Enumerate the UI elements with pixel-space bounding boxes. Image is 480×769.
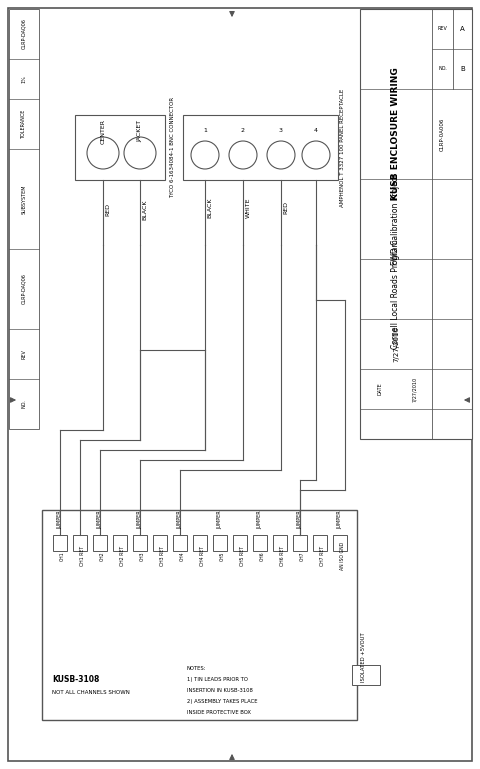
Text: JUMPER: JUMPER: [337, 511, 342, 529]
Bar: [359, 9, 471, 439]
Circle shape: [266, 141, 294, 169]
Text: REV: REV: [22, 349, 26, 359]
Bar: [93, 535, 107, 551]
Text: CH3 RET: CH3 RET: [160, 546, 165, 566]
Text: 3: 3: [278, 128, 282, 134]
Text: CH5: CH5: [219, 551, 225, 561]
Text: CH1 RET: CH1 RET: [80, 546, 85, 566]
Bar: [173, 535, 187, 551]
Text: NO.: NO.: [437, 66, 446, 72]
Bar: [133, 535, 147, 551]
Bar: [192, 535, 206, 551]
Text: 2) ASSEMBLY TAKES PLACE: 2) ASSEMBLY TAKES PLACE: [187, 698, 257, 704]
Bar: [9, 9, 39, 429]
Text: B: B: [459, 66, 464, 72]
Text: CH3: CH3: [140, 551, 144, 561]
Text: CH2: CH2: [100, 551, 105, 561]
Text: BLACK: BLACK: [207, 198, 212, 218]
Text: CH1: CH1: [60, 551, 65, 561]
Circle shape: [124, 137, 156, 169]
Bar: [292, 535, 306, 551]
Text: CH4: CH4: [180, 551, 185, 561]
Text: 1: 1: [203, 128, 206, 134]
Text: WHITE: WHITE: [245, 198, 250, 218]
Text: KUSB-3108: KUSB-3108: [52, 675, 99, 684]
Text: DATE: DATE: [377, 383, 382, 395]
Text: 1%: 1%: [22, 75, 26, 83]
Text: CH4 RET: CH4 RET: [200, 546, 204, 566]
Circle shape: [301, 141, 329, 169]
Text: JUMPER: JUMPER: [97, 511, 102, 529]
Text: 7/27/2010: 7/27/2010: [412, 377, 417, 401]
Circle shape: [228, 141, 256, 169]
Text: CH6: CH6: [260, 551, 264, 561]
Bar: [153, 535, 167, 551]
Bar: [73, 535, 87, 551]
Text: REV: REV: [437, 26, 446, 32]
Text: NOT ALL CHANNELS SHOWN: NOT ALL CHANNELS SHOWN: [52, 690, 130, 694]
Text: ISOLATED +5VOUT: ISOLATED +5VOUT: [360, 632, 365, 682]
Text: BLACK: BLACK: [142, 200, 147, 220]
Bar: [332, 535, 346, 551]
Text: TOLERANCE: TOLERANCE: [22, 109, 26, 138]
Text: 1) TIN LEADS PRIOR TO: 1) TIN LEADS PRIOR TO: [187, 677, 247, 681]
Text: TYCO 6-1634084-1 BNC CONNECTOR: TYCO 6-1634084-1 BNC CONNECTOR: [170, 97, 175, 198]
Bar: [42, 510, 356, 720]
Circle shape: [87, 137, 119, 169]
Text: CH7 RET: CH7 RET: [319, 546, 324, 566]
Bar: [252, 535, 266, 551]
Bar: [213, 535, 227, 551]
Text: KUSB ENCLOSURE WIRING: KUSB ENCLOSURE WIRING: [391, 68, 400, 201]
Bar: [53, 535, 67, 551]
Text: AN ISO GND: AN ISO GND: [339, 542, 344, 570]
Bar: [182, 115, 337, 180]
Text: A: A: [459, 26, 464, 32]
Text: CH7: CH7: [300, 551, 304, 561]
Text: JUMPER: JUMPER: [58, 511, 62, 529]
Text: INSERTION IN KUSB-3108: INSERTION IN KUSB-3108: [187, 687, 252, 693]
Text: 4: 4: [313, 128, 317, 134]
Text: FWD Calibration Project: FWD Calibration Project: [391, 174, 400, 265]
Text: CH6 RET: CH6 RET: [279, 546, 285, 566]
Text: CENTER: CENTER: [100, 118, 105, 144]
Text: AMPHENOL T 3327 100 PANEL RECEPTACLE: AMPHENOL T 3327 100 PANEL RECEPTACLE: [340, 88, 345, 207]
Bar: [232, 535, 247, 551]
Bar: [113, 535, 127, 551]
Text: CLRP-0A006: CLRP-0A006: [439, 118, 444, 151]
Text: JACKET: JACKET: [137, 120, 142, 142]
Text: JUMPER: JUMPER: [257, 511, 262, 529]
Text: CLRP-DAQ06: CLRP-DAQ06: [22, 18, 26, 49]
Bar: [75, 115, 165, 180]
Text: JUMPER: JUMPER: [137, 511, 142, 529]
Text: CH2 RET: CH2 RET: [120, 546, 125, 566]
Text: JUMPER: JUMPER: [217, 511, 222, 529]
Text: JUMPER: JUMPER: [177, 511, 182, 529]
Text: NOTES:: NOTES:: [187, 665, 206, 671]
Text: SUBSYSTEM: SUBSYSTEM: [22, 185, 26, 214]
Text: Cornell Local Roads Program: Cornell Local Roads Program: [391, 239, 400, 349]
Text: CLRP-DAQ06: CLRP-DAQ06: [22, 274, 26, 305]
Text: 2: 2: [240, 128, 244, 134]
Circle shape: [191, 141, 218, 169]
Text: JUMPER: JUMPER: [297, 511, 302, 529]
Text: RED: RED: [283, 201, 288, 215]
Bar: [273, 535, 287, 551]
Text: 7/27/2010: 7/27/2010: [392, 326, 398, 362]
Text: RED: RED: [105, 204, 110, 217]
Text: CH5 RET: CH5 RET: [240, 546, 244, 566]
Text: NO.: NO.: [22, 400, 26, 408]
Bar: [312, 535, 326, 551]
Bar: [351, 665, 379, 685]
Text: INSIDE PROTECTIVE BOX: INSIDE PROTECTIVE BOX: [187, 710, 251, 714]
